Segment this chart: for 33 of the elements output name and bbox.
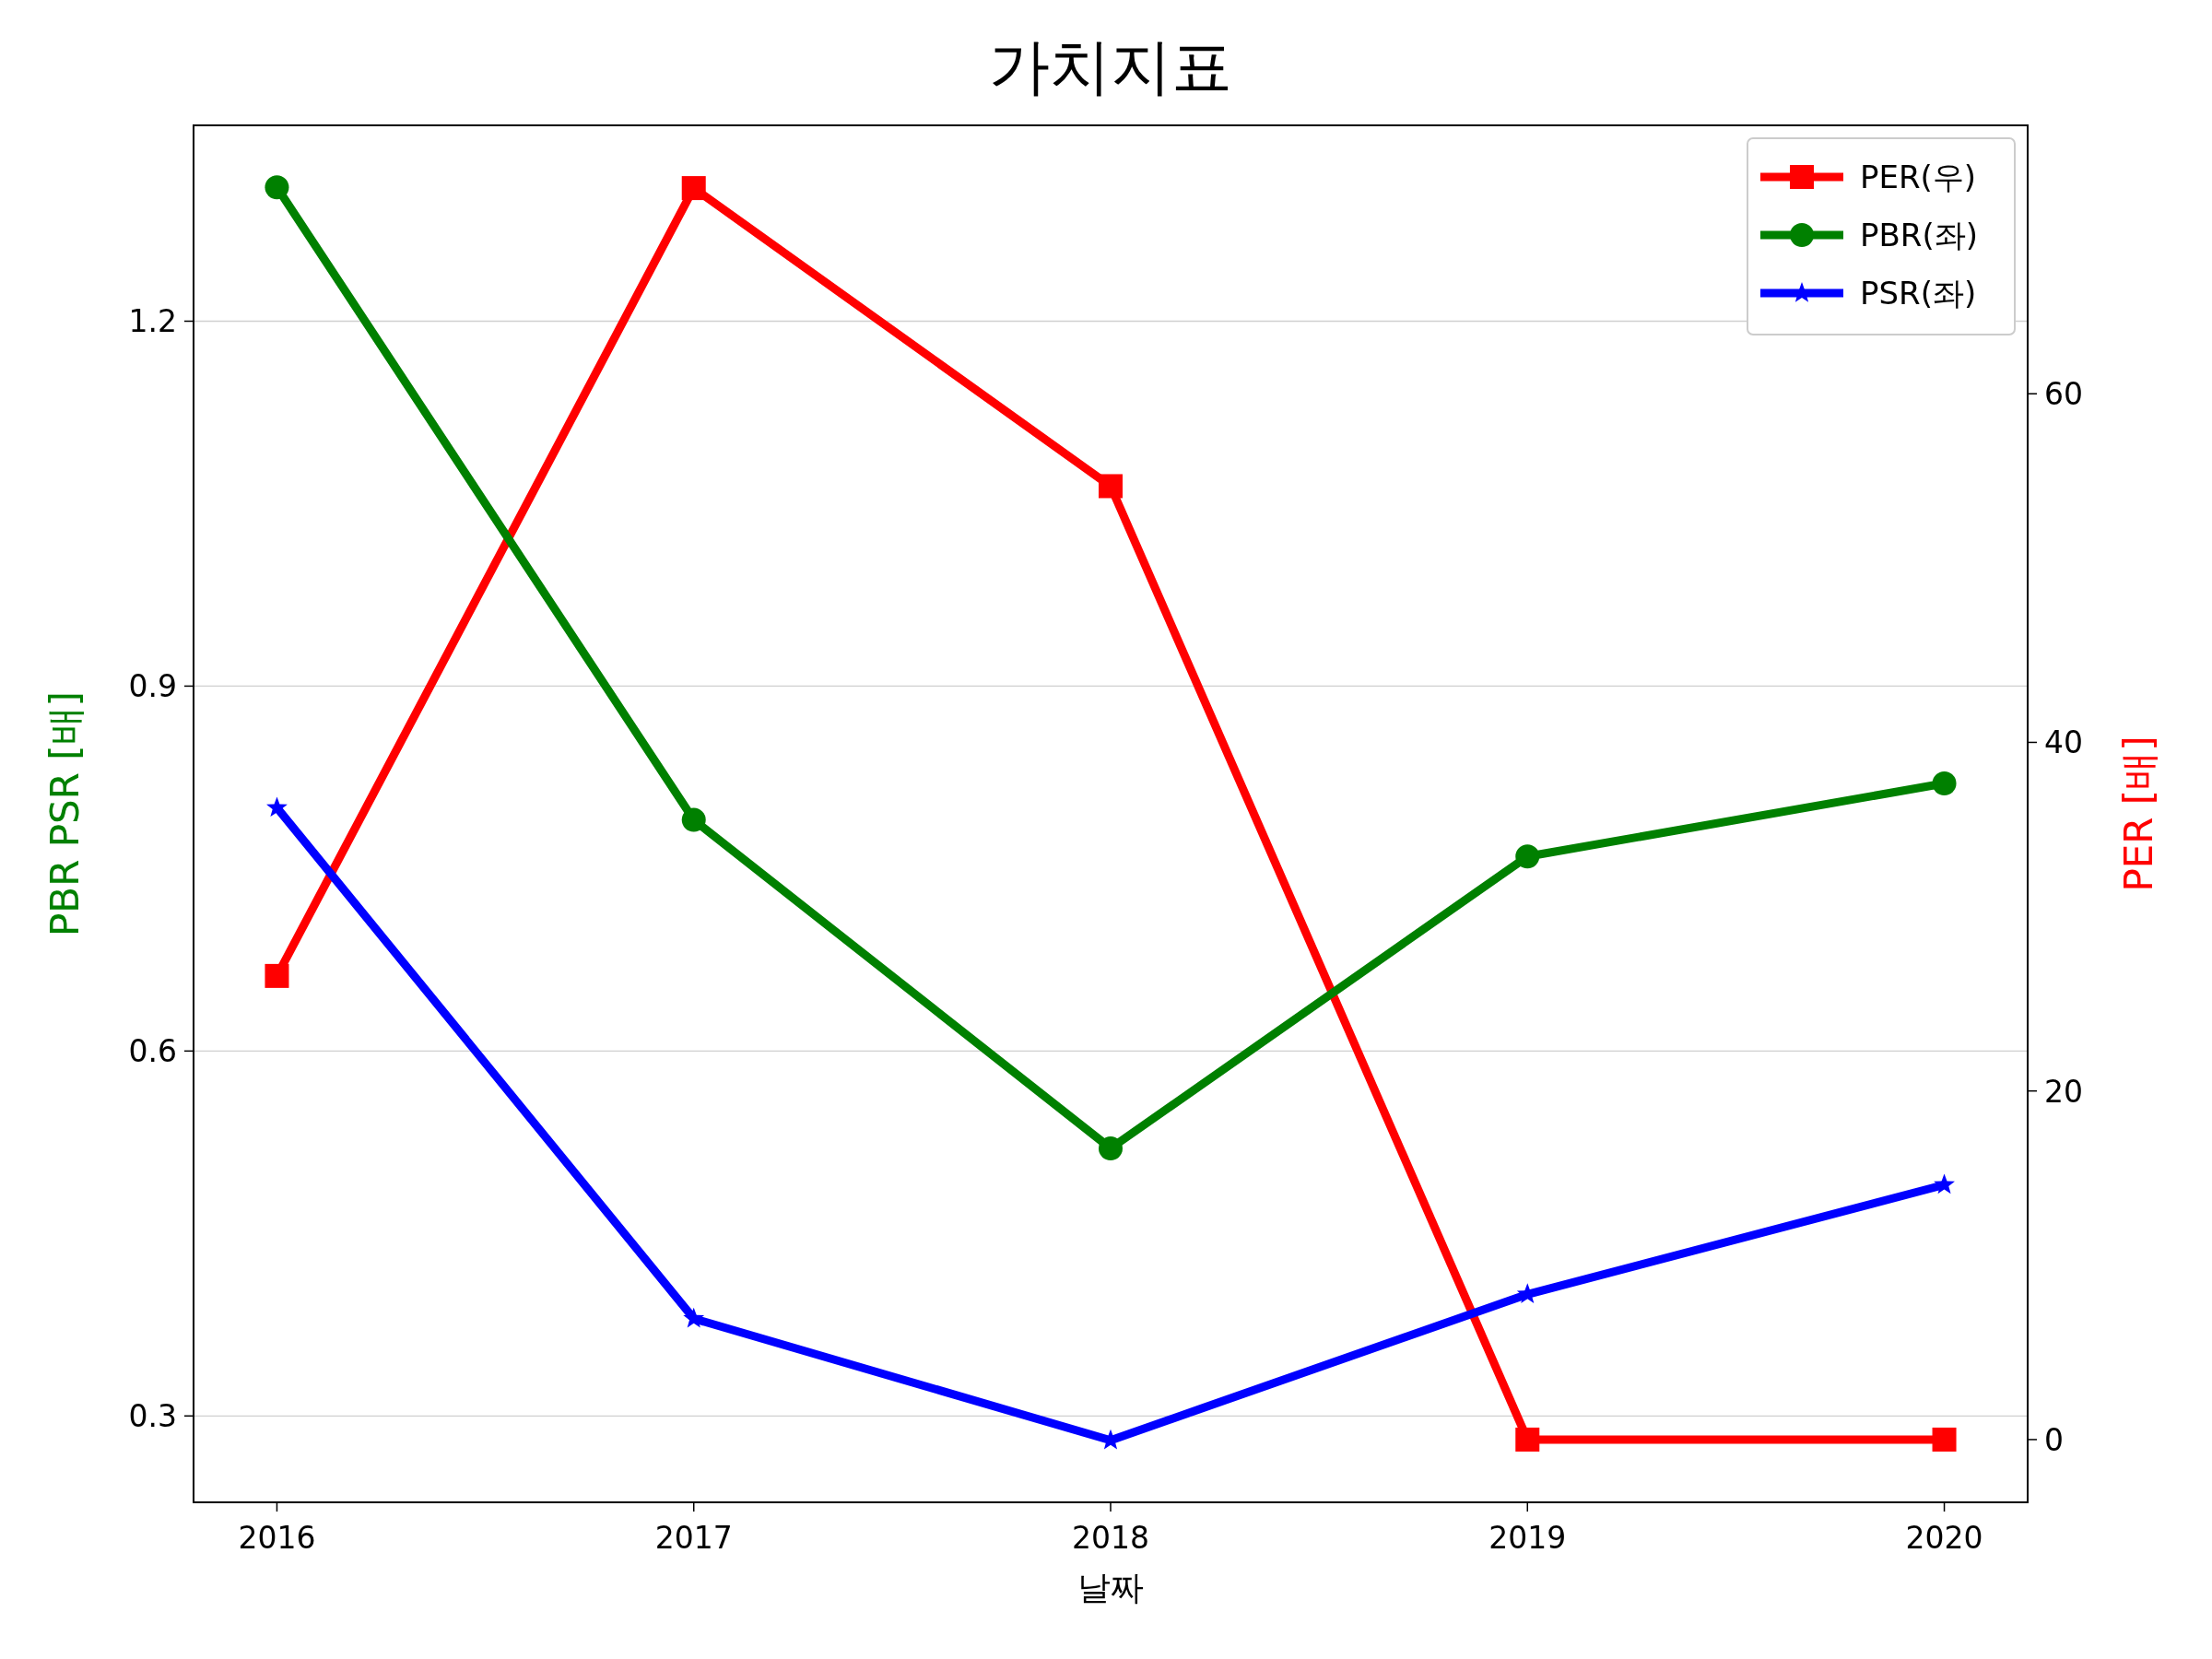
x-tick-label: 2019 <box>1488 1520 1567 1556</box>
x-axis-title: 날짜 <box>1077 1569 1144 1606</box>
x-tick-label: 2018 <box>1072 1520 1149 1556</box>
point <box>1934 1173 1955 1194</box>
x-tick-label: 2020 <box>1905 1520 1983 1556</box>
y2-tick-label: 60 <box>2044 376 2083 413</box>
legend-label: PER(우) <box>1860 159 1977 195</box>
chart-title: 가치지표 <box>989 31 1232 102</box>
x-tick-label: 2017 <box>654 1520 733 1556</box>
point <box>681 807 706 832</box>
y2-tick-label: 40 <box>2044 724 2083 761</box>
point <box>1515 844 1540 869</box>
y-axis-title: PBR PSR [배] <box>42 691 88 936</box>
point <box>1099 1135 1123 1160</box>
point <box>266 796 288 818</box>
point <box>265 963 289 988</box>
y2-tick-label: 20 <box>2044 1073 2083 1110</box>
point <box>265 175 289 200</box>
point <box>1515 1427 1540 1452</box>
point <box>1932 1427 1957 1452</box>
legend-label: PBR(좌) <box>1860 217 1978 253</box>
y2-tick-label: 0 <box>2044 1421 2064 1458</box>
y-tick-label: 1.2 <box>128 303 177 340</box>
point <box>1932 771 1957 796</box>
y-tick-label: 0.3 <box>128 1398 177 1435</box>
legend-label: PSR(좌) <box>1860 275 1977 312</box>
point <box>683 1307 705 1328</box>
point <box>1099 474 1123 499</box>
y-tick-label: 0.6 <box>128 1033 177 1070</box>
x-tick-label: 2016 <box>238 1520 316 1556</box>
y-tick-label: 0.9 <box>128 668 177 705</box>
y2-axis-title: PER [배] <box>2116 735 2161 892</box>
point <box>681 176 706 201</box>
